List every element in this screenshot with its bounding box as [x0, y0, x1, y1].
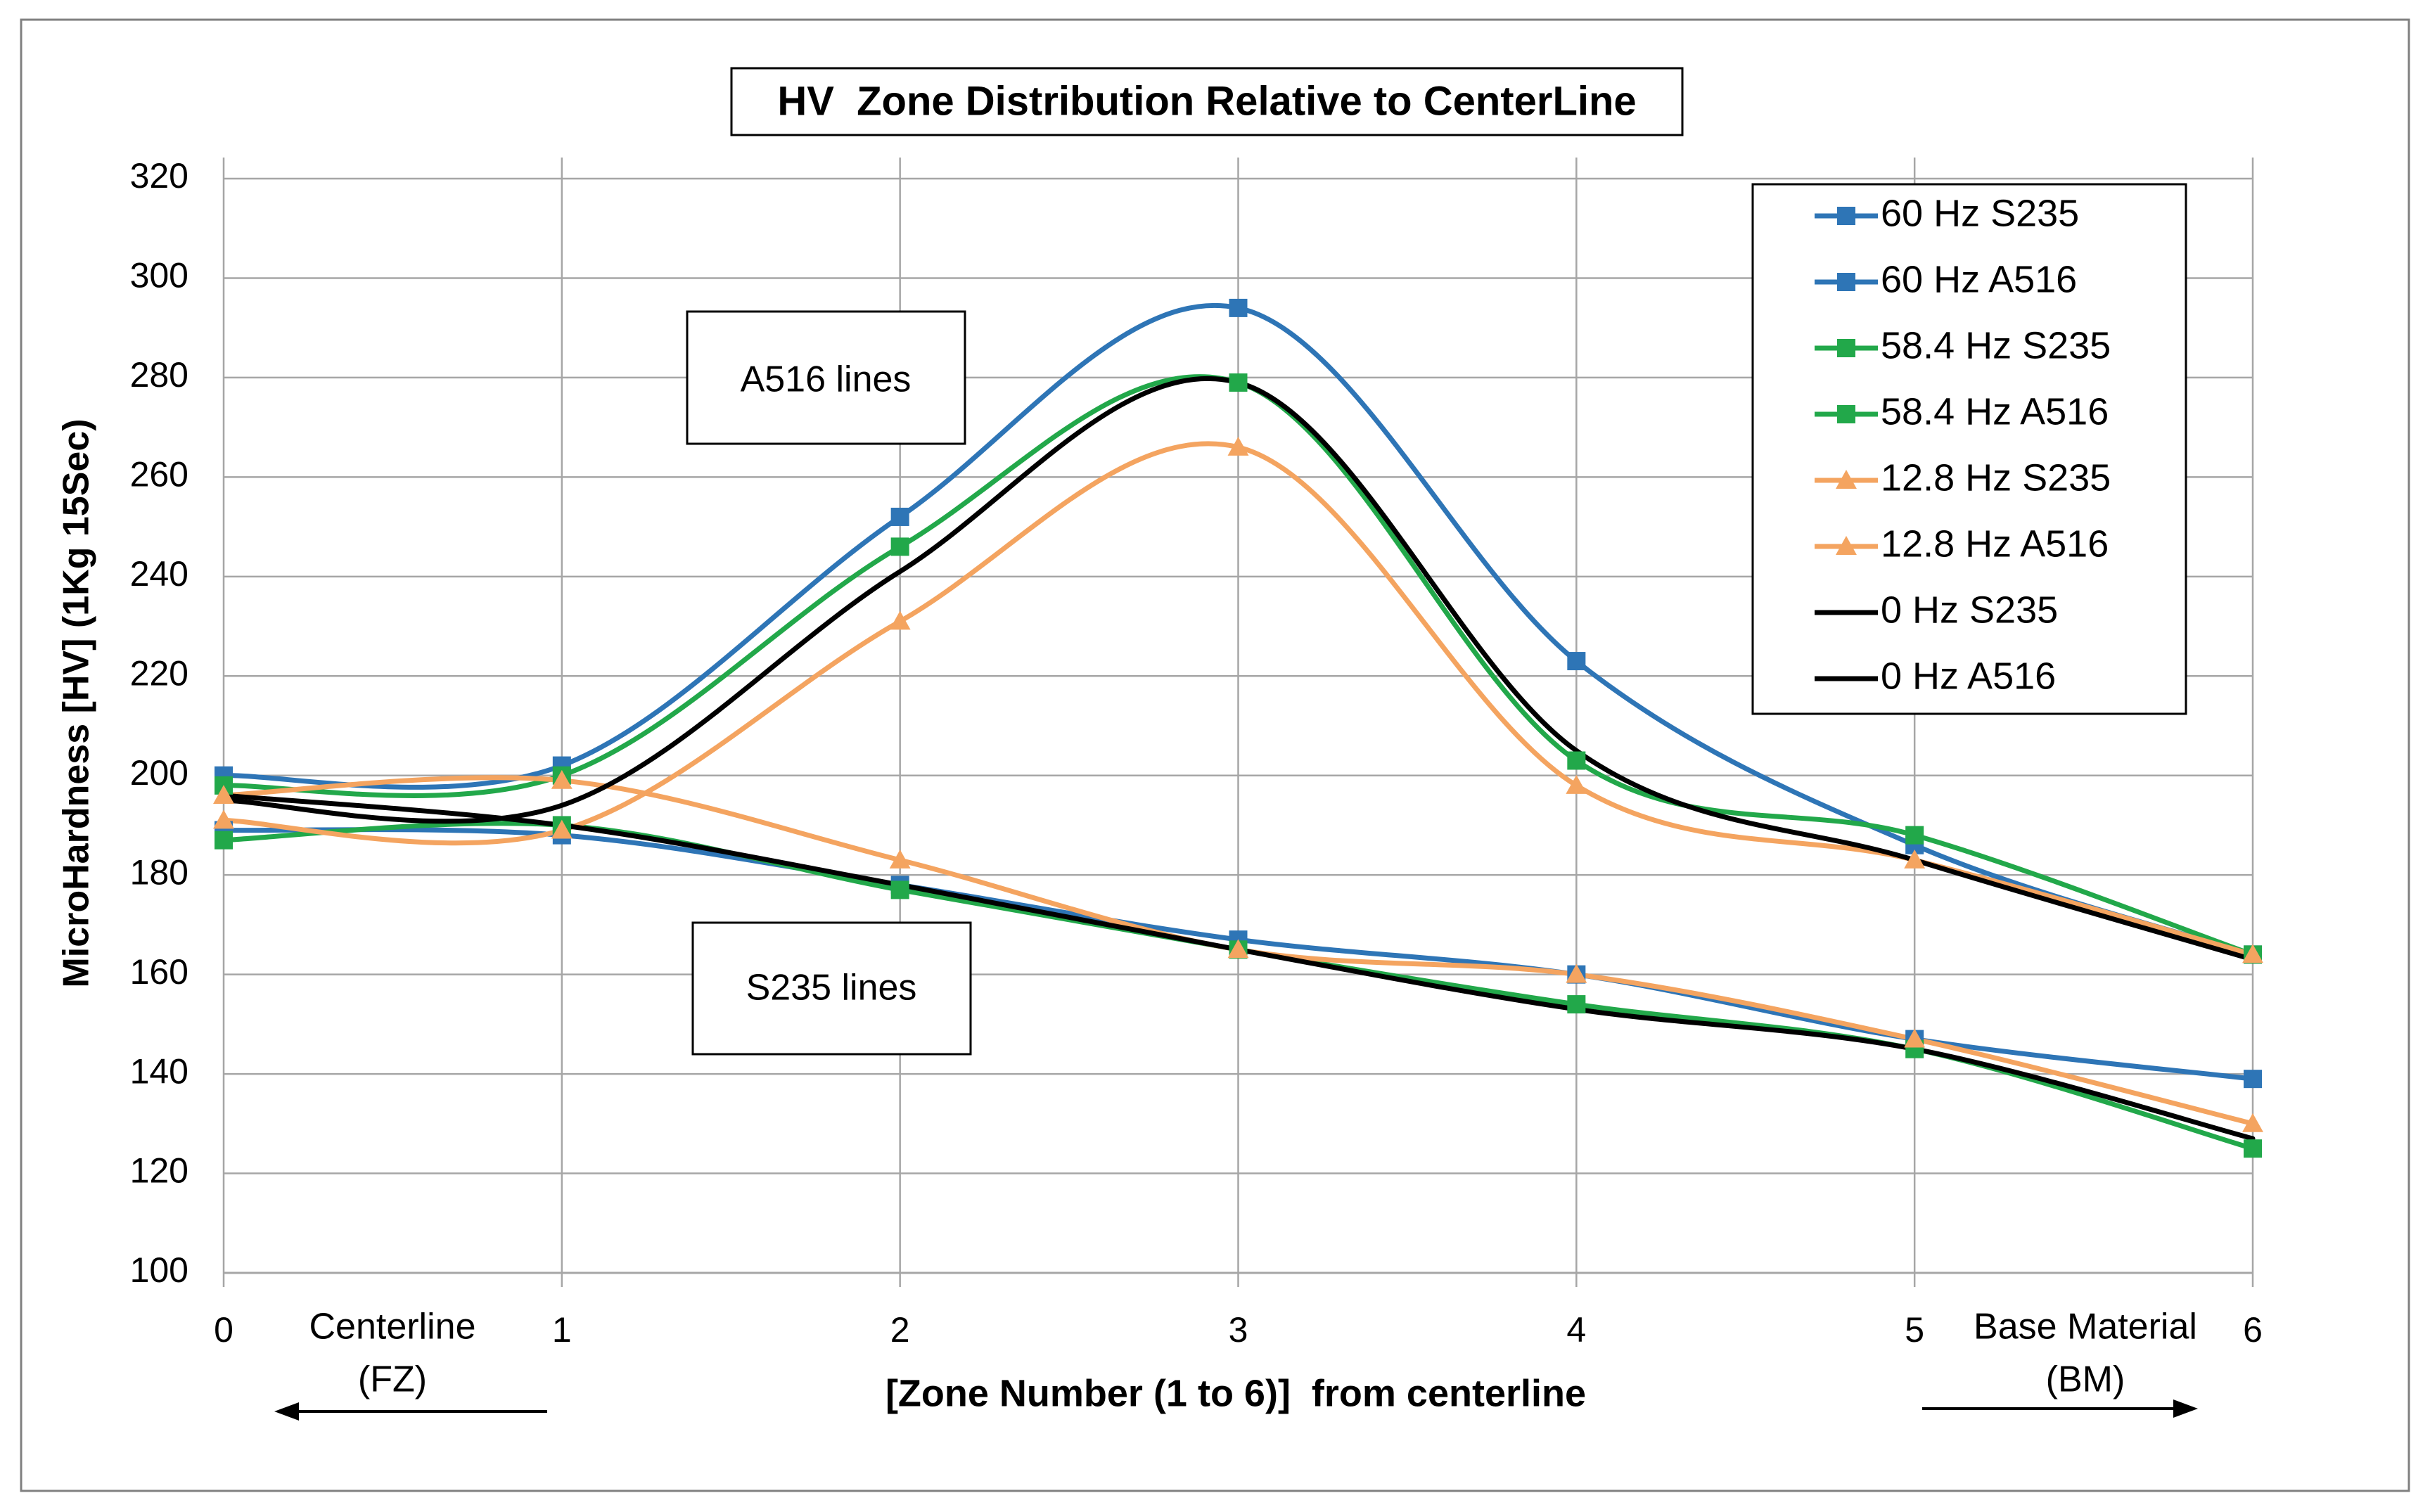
legend-label: 58.4 Hz A516	[1881, 390, 2109, 433]
annotation-base-material: Base Material	[1974, 1307, 2197, 1347]
x-tick-label: 6	[2243, 1310, 2263, 1350]
data-point-marker	[1836, 470, 1857, 489]
y-tick-label: 160	[130, 952, 188, 992]
data-point-marker	[2242, 1113, 2263, 1132]
data-point-marker	[889, 850, 911, 869]
data-point-marker	[1227, 436, 1249, 456]
data-point-marker	[2244, 1139, 2262, 1158]
y-tick-label: 240	[130, 554, 188, 594]
data-point-marker	[1837, 207, 1855, 225]
y-tick-label: 260	[130, 455, 188, 494]
data-point-marker	[890, 537, 909, 556]
x-tick-label: 0	[214, 1310, 234, 1350]
x-tick-label: 1	[552, 1310, 572, 1350]
arrow-right-head	[2173, 1399, 2198, 1418]
data-point-marker	[1905, 826, 1924, 845]
data-point-marker	[1837, 273, 1855, 291]
chart-title-box	[730, 67, 1684, 136]
data-point-marker	[2242, 944, 2263, 963]
y-tick-label: 180	[130, 852, 188, 892]
annotation-s235-box	[691, 921, 972, 1056]
legend-label: 12.8 Hz S235	[1881, 456, 2111, 499]
legend-label: 60 Hz S235	[1881, 192, 2079, 234]
annotation-bm: (BM)	[2046, 1359, 2125, 1400]
x-axis-label: [Zone Number (1 to 6)] from centerline	[885, 1372, 1586, 1414]
legend-label: 60 Hz A516	[1881, 258, 2077, 300]
annotation-fz: (FZ)	[358, 1359, 427, 1400]
annotation-centerline: Centerline	[309, 1307, 475, 1347]
y-tick-label: 140	[130, 1051, 188, 1091]
legend-label: 58.4 Hz S235	[1881, 324, 2111, 366]
y-tick-label: 220	[130, 653, 188, 693]
data-point-marker	[215, 831, 233, 850]
x-tick-label: 2	[890, 1310, 910, 1350]
data-point-marker	[1836, 536, 1857, 555]
legend: 60 Hz S235 60 Hz A516 58.4 Hz S235 58.4 Hz …	[1815, 192, 2111, 697]
data-point-marker	[889, 610, 911, 630]
data-point-marker	[1904, 1028, 1926, 1048]
data-point-marker	[1567, 751, 1586, 770]
data-point-marker	[1566, 774, 1587, 794]
legend-box	[1751, 183, 2187, 715]
data-point-marker	[551, 769, 573, 789]
x-tick-label: 5	[1905, 1310, 1924, 1350]
y-tick-label: 120	[130, 1151, 188, 1191]
y-axis-label: MicroHardness [HV] (1Kg 15Sec)	[56, 418, 97, 987]
data-point-marker	[1904, 850, 1926, 869]
chart-title: HV Zone Distribution Relative to CenterL…	[777, 78, 1636, 124]
legend-label: 12.8 Hz A516	[1881, 523, 2109, 565]
y-tick-labels: 100 120 140 160 180 200 220 240 260 280 300 320	[130, 156, 188, 1290]
y-tick-label: 200	[130, 753, 188, 793]
data-point-marker	[1229, 373, 1248, 392]
data-point-marker	[1837, 405, 1855, 423]
data-point-marker	[551, 819, 573, 839]
x-tick-label: 4	[1566, 1310, 1586, 1350]
data-point-marker	[1837, 339, 1855, 357]
y-tick-label: 320	[130, 156, 188, 196]
data-point-marker	[890, 880, 909, 899]
data-point-marker	[1567, 652, 1586, 671]
x-tick-label: 3	[1229, 1310, 1248, 1350]
legend-label: 0 Hz S235	[1881, 589, 2058, 631]
data-point-marker	[1566, 963, 1587, 983]
data-point-marker	[213, 809, 234, 829]
data-point-marker	[1229, 298, 1248, 317]
data-point-marker	[890, 507, 909, 526]
annotation-a516-box	[686, 310, 966, 445]
y-tick-label: 280	[130, 355, 188, 395]
x-tick-labels: 0 1 2 3 4 5 6	[214, 1310, 2263, 1350]
annotation-s235-lines: S235 lines	[746, 968, 917, 1008]
y-tick-label: 300	[130, 256, 188, 295]
series-markers	[213, 298, 2263, 1158]
data-point-marker	[2244, 1070, 2262, 1089]
legend-label: 0 Hz A516	[1881, 655, 2056, 697]
data-point-marker	[213, 785, 234, 804]
data-point-marker	[1227, 939, 1249, 959]
y-tick-label: 100	[130, 1250, 188, 1290]
arrow-left-head	[274, 1402, 299, 1421]
annotation-a516-lines: A516 lines	[741, 359, 912, 400]
data-point-marker	[1567, 995, 1586, 1014]
